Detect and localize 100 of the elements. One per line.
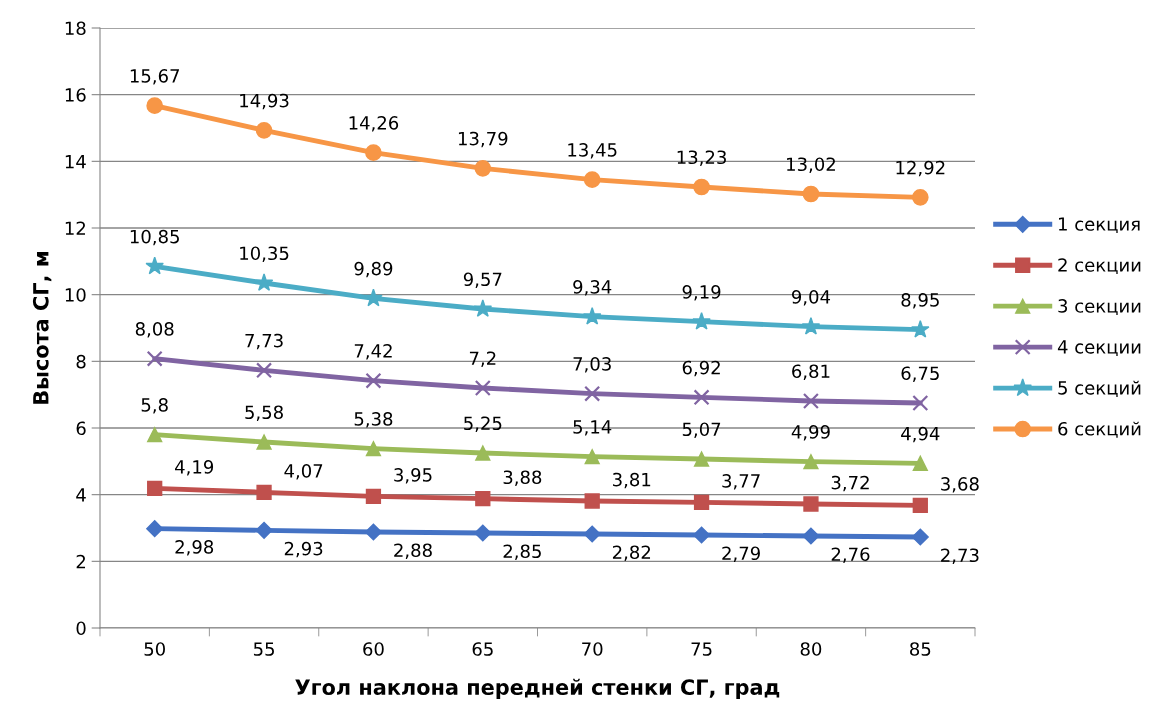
data-label: 8,95	[901, 293, 939, 309]
data-label: 8,08	[135, 322, 174, 338]
point	[693, 494, 710, 510]
point	[256, 434, 272, 450]
data-label: 9,89	[354, 261, 393, 278]
y-tick-label: 16	[65, 88, 86, 102]
y-tick-label: 12	[65, 221, 85, 235]
x-tick-label: 70	[582, 642, 603, 656]
data-label: 13,79	[458, 131, 508, 148]
data-label: 7,03	[573, 357, 611, 373]
data-label: 2,76	[831, 547, 870, 563]
data-label: 2,82	[612, 545, 651, 561]
data-label: 9,04	[791, 290, 831, 306]
point	[912, 497, 928, 513]
point	[475, 491, 491, 507]
data-label: 9,19	[682, 285, 721, 301]
data-label: 9,57	[463, 272, 502, 288]
data-label: 10,35	[240, 246, 289, 262]
point	[584, 493, 600, 509]
point	[474, 159, 492, 177]
data-label: 13,23	[677, 150, 726, 166]
data-label: 6,92	[682, 360, 720, 377]
point	[365, 372, 382, 389]
data-label: 3,77	[722, 474, 760, 490]
point	[256, 484, 272, 500]
point	[693, 526, 711, 544]
point	[146, 350, 163, 367]
data-label: 14,93	[240, 93, 289, 110]
data-label: 2,73	[941, 548, 979, 564]
data-label: 7,42	[354, 344, 392, 360]
legend-label: 1 секция	[1059, 217, 1140, 234]
data-label: 13,45	[568, 143, 617, 159]
data-label: 10,85	[130, 229, 179, 246]
point	[911, 528, 929, 546]
data-label: 6,75	[901, 366, 939, 382]
data-label: 4,94	[901, 426, 940, 443]
data-label: 12,92	[896, 160, 945, 177]
legend-label: 6 секций	[1058, 421, 1141, 438]
point	[365, 488, 382, 504]
point	[802, 527, 820, 545]
data-label: 13,02	[787, 157, 835, 173]
point	[145, 256, 164, 275]
data-label: 5,25	[464, 416, 502, 432]
point	[802, 185, 820, 203]
point	[912, 394, 929, 412]
data-label: 7,73	[245, 333, 283, 350]
point	[364, 523, 382, 541]
point	[801, 316, 821, 335]
data-label: 5,8	[141, 398, 168, 414]
x-tick-label: 55	[253, 642, 274, 656]
data-label: 3,72	[831, 475, 869, 492]
y-tick-label: 18	[65, 21, 86, 36]
point	[147, 480, 163, 496]
point	[803, 454, 819, 470]
point	[693, 451, 710, 467]
point	[474, 524, 492, 542]
x-tick-label: 50	[144, 642, 165, 656]
x-tick-label: 65	[472, 642, 493, 656]
data-label: 2,79	[722, 546, 760, 562]
data-label: 2,98	[175, 540, 214, 556]
data-label: 6,81	[792, 364, 830, 380]
x-axis-title: Угол наклона передней стенки СГ, град	[295, 678, 780, 700]
point	[146, 97, 164, 115]
y-tick-label: 14	[65, 155, 86, 169]
data-label: 2,85	[503, 544, 541, 560]
y-tick-label: 8	[76, 354, 86, 369]
point	[583, 525, 601, 543]
x-tick-label: 60	[363, 642, 384, 656]
data-label: 2,93	[284, 541, 323, 558]
point	[802, 392, 819, 410]
data-label: 3,68	[941, 477, 979, 493]
y-tick-label: 2	[76, 554, 85, 569]
point	[912, 455, 928, 471]
y-tick-label: 6	[76, 421, 86, 436]
point	[584, 449, 600, 465]
data-label: 14,26	[349, 116, 399, 132]
point	[256, 362, 273, 379]
data-label: 9,34	[573, 280, 612, 296]
point	[254, 273, 274, 291]
data-label: 5,14	[573, 420, 612, 436]
x-tick-label: 75	[691, 642, 712, 656]
point	[473, 299, 493, 317]
x-tick-label: 85	[910, 642, 931, 656]
data-label: 7,2	[469, 351, 496, 367]
data-label: 4,99	[791, 425, 830, 441]
point	[364, 288, 383, 307]
y-tick-label: 10	[65, 288, 86, 302]
point	[255, 521, 273, 539]
point	[911, 188, 929, 206]
data-label: 4,19	[175, 460, 214, 476]
point	[693, 178, 710, 196]
point	[693, 389, 710, 406]
point	[146, 520, 164, 538]
legend-label: 3 секции	[1058, 299, 1141, 315]
data-label: 2,88	[394, 543, 432, 559]
legend-label: 2 секции	[1058, 258, 1141, 275]
data-label: 3,88	[503, 470, 542, 486]
data-label: 5,07	[682, 422, 721, 438]
point	[582, 306, 602, 325]
data-label: 15,67	[130, 69, 179, 85]
